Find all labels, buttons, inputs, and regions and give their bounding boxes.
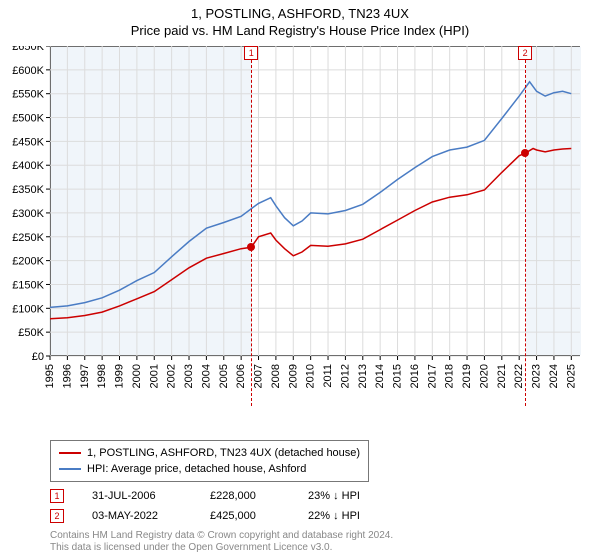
y-tick-label: £300K xyxy=(12,208,44,220)
x-tick-label: 2003 xyxy=(183,364,195,388)
x-tick-label: 2000 xyxy=(131,364,143,388)
x-tick-label: 1997 xyxy=(79,364,91,388)
y-tick-label: £50K xyxy=(18,327,44,339)
x-tick-label: 2020 xyxy=(478,364,490,388)
footer-line: This data is licensed under the Open Gov… xyxy=(50,542,393,554)
sale-date: 03-MAY-2022 xyxy=(92,510,182,522)
sale-delta: 22% ↓ HPI xyxy=(308,510,360,522)
x-tick-label: 2019 xyxy=(461,364,473,388)
x-tick-label: 2022 xyxy=(513,364,525,388)
x-tick-label: 2012 xyxy=(339,364,351,388)
x-tick-label: 2004 xyxy=(200,364,212,388)
chart: £0 £50K £100K £150K £200K £250K £300K £350K £400… xyxy=(0,46,600,406)
y-tick-label: £100K xyxy=(12,303,44,315)
x-tick-label: 2016 xyxy=(409,364,421,388)
y-tick-label: £600K xyxy=(12,65,44,77)
x-tick-label: 2013 xyxy=(357,364,369,388)
x-tick-label: 2011 xyxy=(322,364,334,388)
y-tick-label: £0 xyxy=(32,351,44,363)
sale-price: £425,000 xyxy=(210,510,280,522)
sale-price: £228,000 xyxy=(210,490,280,502)
sale-delta: 23% ↓ HPI xyxy=(308,490,360,502)
x-tick-label: 1996 xyxy=(61,364,73,388)
y-tick-label: £200K xyxy=(12,256,44,268)
legend: 1, POSTLING, ASHFORD, TN23 4UX (detached… xyxy=(50,440,369,482)
x-tick-label: 2023 xyxy=(531,364,543,388)
marker-vline xyxy=(251,60,252,406)
sale-date: 31-JUL-2006 xyxy=(92,490,182,502)
y-tick-label: £450K xyxy=(12,136,44,148)
legend-row: HPI: Average price, detached house, Ashf… xyxy=(59,461,360,477)
legend-label: HPI: Average price, detached house, Ashf… xyxy=(87,461,306,477)
y-tick-label: £350K xyxy=(12,184,44,196)
x-tick-label: 2007 xyxy=(253,364,265,388)
x-tick-label: 2014 xyxy=(374,364,386,388)
x-tick-label: 2015 xyxy=(392,364,404,388)
x-tick-label: 1998 xyxy=(96,364,108,388)
chart-title: 1, POSTLING, ASHFORD, TN23 4UX xyxy=(0,0,600,21)
legend-label: 1, POSTLING, ASHFORD, TN23 4UX (detached… xyxy=(87,445,360,461)
footer: Contains HM Land Registry data © Crown c… xyxy=(50,530,393,554)
x-tick-label: 2018 xyxy=(444,364,456,388)
marker-box: 1 xyxy=(244,46,258,60)
x-tick-label: 2024 xyxy=(548,364,560,388)
marker-dot xyxy=(247,243,255,251)
y-tick-label: £650K xyxy=(12,46,44,53)
y-tick-label: £400K xyxy=(12,160,44,172)
sale-row: 1 31-JUL-2006 £228,000 23% ↓ HPI xyxy=(50,486,360,506)
chart-svg: £0 £50K £100K £150K £200K £250K £300K £350K £400… xyxy=(0,46,600,406)
x-tick-label: 2001 xyxy=(148,364,160,388)
y-tick-label: £500K xyxy=(12,113,44,125)
marker-box: 2 xyxy=(518,46,532,60)
x-tick-label: 2008 xyxy=(270,364,282,388)
sale-marker: 1 xyxy=(50,489,64,503)
x-tick-label: 2009 xyxy=(287,364,299,388)
x-tick-label: 2006 xyxy=(235,364,247,388)
x-tick-label: 1995 xyxy=(44,364,56,388)
x-tick-label: 1999 xyxy=(114,364,126,388)
legend-row: 1, POSTLING, ASHFORD, TN23 4UX (detached… xyxy=(59,445,360,461)
chart-container: 1, POSTLING, ASHFORD, TN23 4UX Price pai… xyxy=(0,0,600,560)
x-tick-label: 2025 xyxy=(565,364,577,388)
x-tick-label: 2005 xyxy=(218,364,230,388)
sale-row: 2 03-MAY-2022 £425,000 22% ↓ HPI xyxy=(50,506,360,526)
footer-line: Contains HM Land Registry data © Crown c… xyxy=(50,530,393,542)
sale-marker: 2 xyxy=(50,509,64,523)
x-tick-label: 2017 xyxy=(426,364,438,388)
x-tick-label: 2002 xyxy=(166,364,178,388)
legend-swatch xyxy=(59,452,81,454)
y-tick-label: £250K xyxy=(12,232,44,244)
y-tick-label: £150K xyxy=(12,279,44,291)
x-tick-label: 2021 xyxy=(496,364,508,388)
x-tick-label: 2010 xyxy=(305,364,317,388)
y-tick-label: £550K xyxy=(12,89,44,101)
marker-dot xyxy=(521,149,529,157)
sales-table: 1 31-JUL-2006 £228,000 23% ↓ HPI 2 03-MA… xyxy=(50,486,360,526)
chart-subtitle: Price paid vs. HM Land Registry's House … xyxy=(0,21,600,44)
marker-vline xyxy=(525,60,526,406)
legend-swatch xyxy=(59,468,81,470)
